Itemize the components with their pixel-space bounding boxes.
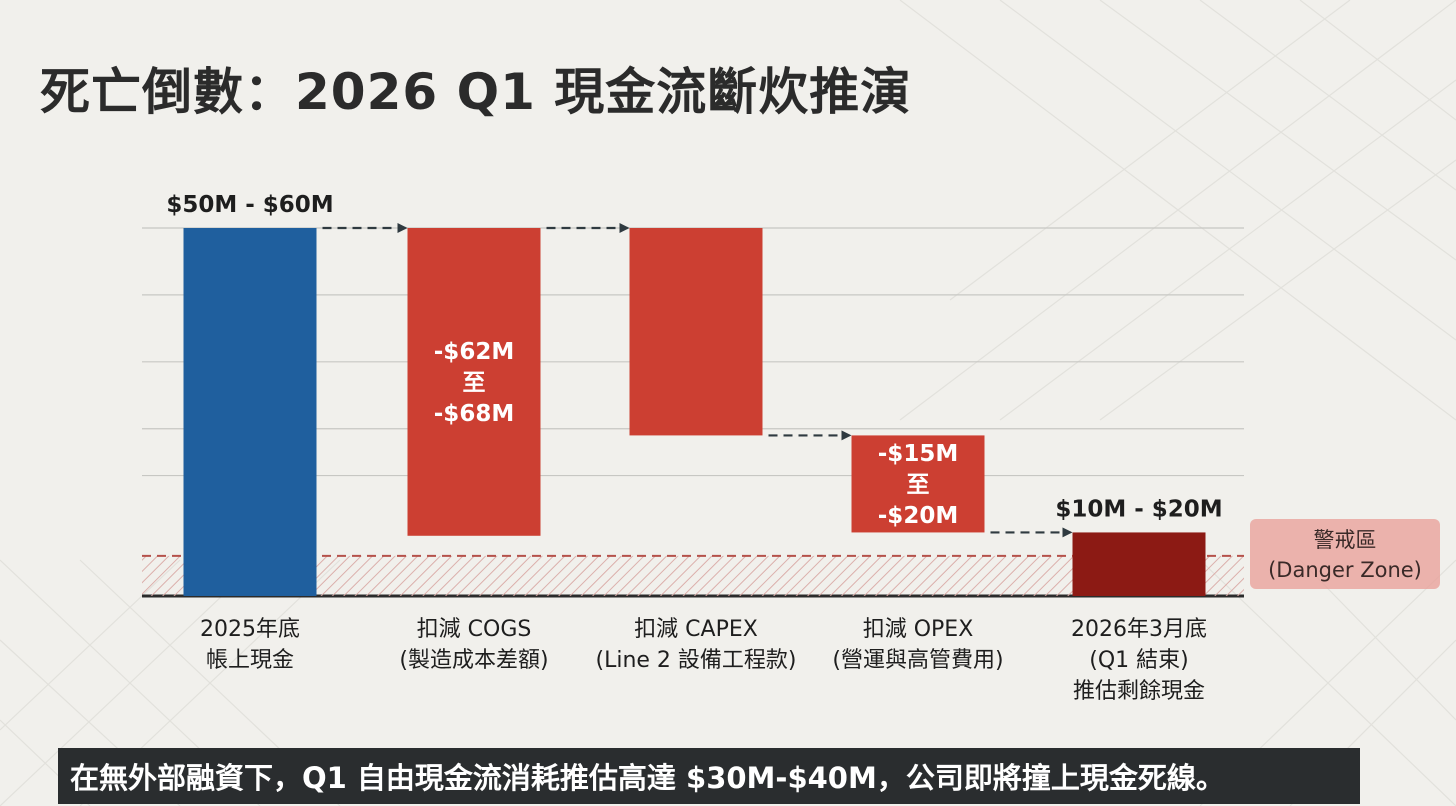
danger-zone-label-zh: 警戒區 <box>1314 528 1377 552</box>
category-label-end-2: 推估剩餘現金 <box>1073 679 1205 704</box>
value-label-end: $10M - $20M <box>1055 496 1222 522</box>
category-label-capex-1: (Line 2 設備工程款) <box>596 648 797 673</box>
value-label-opex-1: 至 <box>907 472 930 498</box>
category-label-end-0: 2026年3月底 <box>1071 617 1207 642</box>
category-label-capex-0: 扣減 CAPEX <box>634 617 758 642</box>
category-label-cogs-0: 扣減 COGS <box>417 617 532 642</box>
category-label-opex-0: 扣減 OPEX <box>863 617 974 642</box>
bar-end <box>1072 532 1206 596</box>
category-label-opex-1: (營運與高管費用) <box>832 648 1003 673</box>
category-label-cogs-1: (製造成本差額) <box>399 648 548 673</box>
bar-capex <box>629 228 763 436</box>
value-label-cogs-0: -$62M <box>434 339 514 365</box>
category-label-start-0: 2025年底 <box>200 617 300 642</box>
value-label-cogs-1: 至 <box>463 370 486 396</box>
bar-opex <box>851 435 985 533</box>
bar-start <box>183 228 317 596</box>
value-label-cogs-2: -$68M <box>434 401 514 427</box>
page-title: 死亡倒數：2026 Q1 現金流斷炊推演 <box>40 63 912 121</box>
value-label-opex-0: -$15M <box>878 441 958 467</box>
bar-cogs <box>407 228 541 536</box>
danger-zone-label-en: (Danger Zone) <box>1268 558 1422 582</box>
danger-zone-label-bg <box>1250 519 1440 589</box>
value-label-opex-2: -$20M <box>878 503 958 529</box>
value-label-start: $50M - $60M <box>166 192 333 218</box>
category-label-end-1: (Q1 結束) <box>1089 648 1188 673</box>
footer-text: 在無外部融資下，Q1 自由現金流消耗推估高達 $30M-$40M，公司即將撞上現… <box>70 761 1225 795</box>
danger-zone-area <box>142 555 1244 596</box>
category-label-start-1: 帳上現金 <box>206 648 294 673</box>
footer-summary: 在無外部融資下，Q1 自由現金流消耗推估高達 $30M-$40M，公司即將撞上現… <box>58 748 1360 804</box>
